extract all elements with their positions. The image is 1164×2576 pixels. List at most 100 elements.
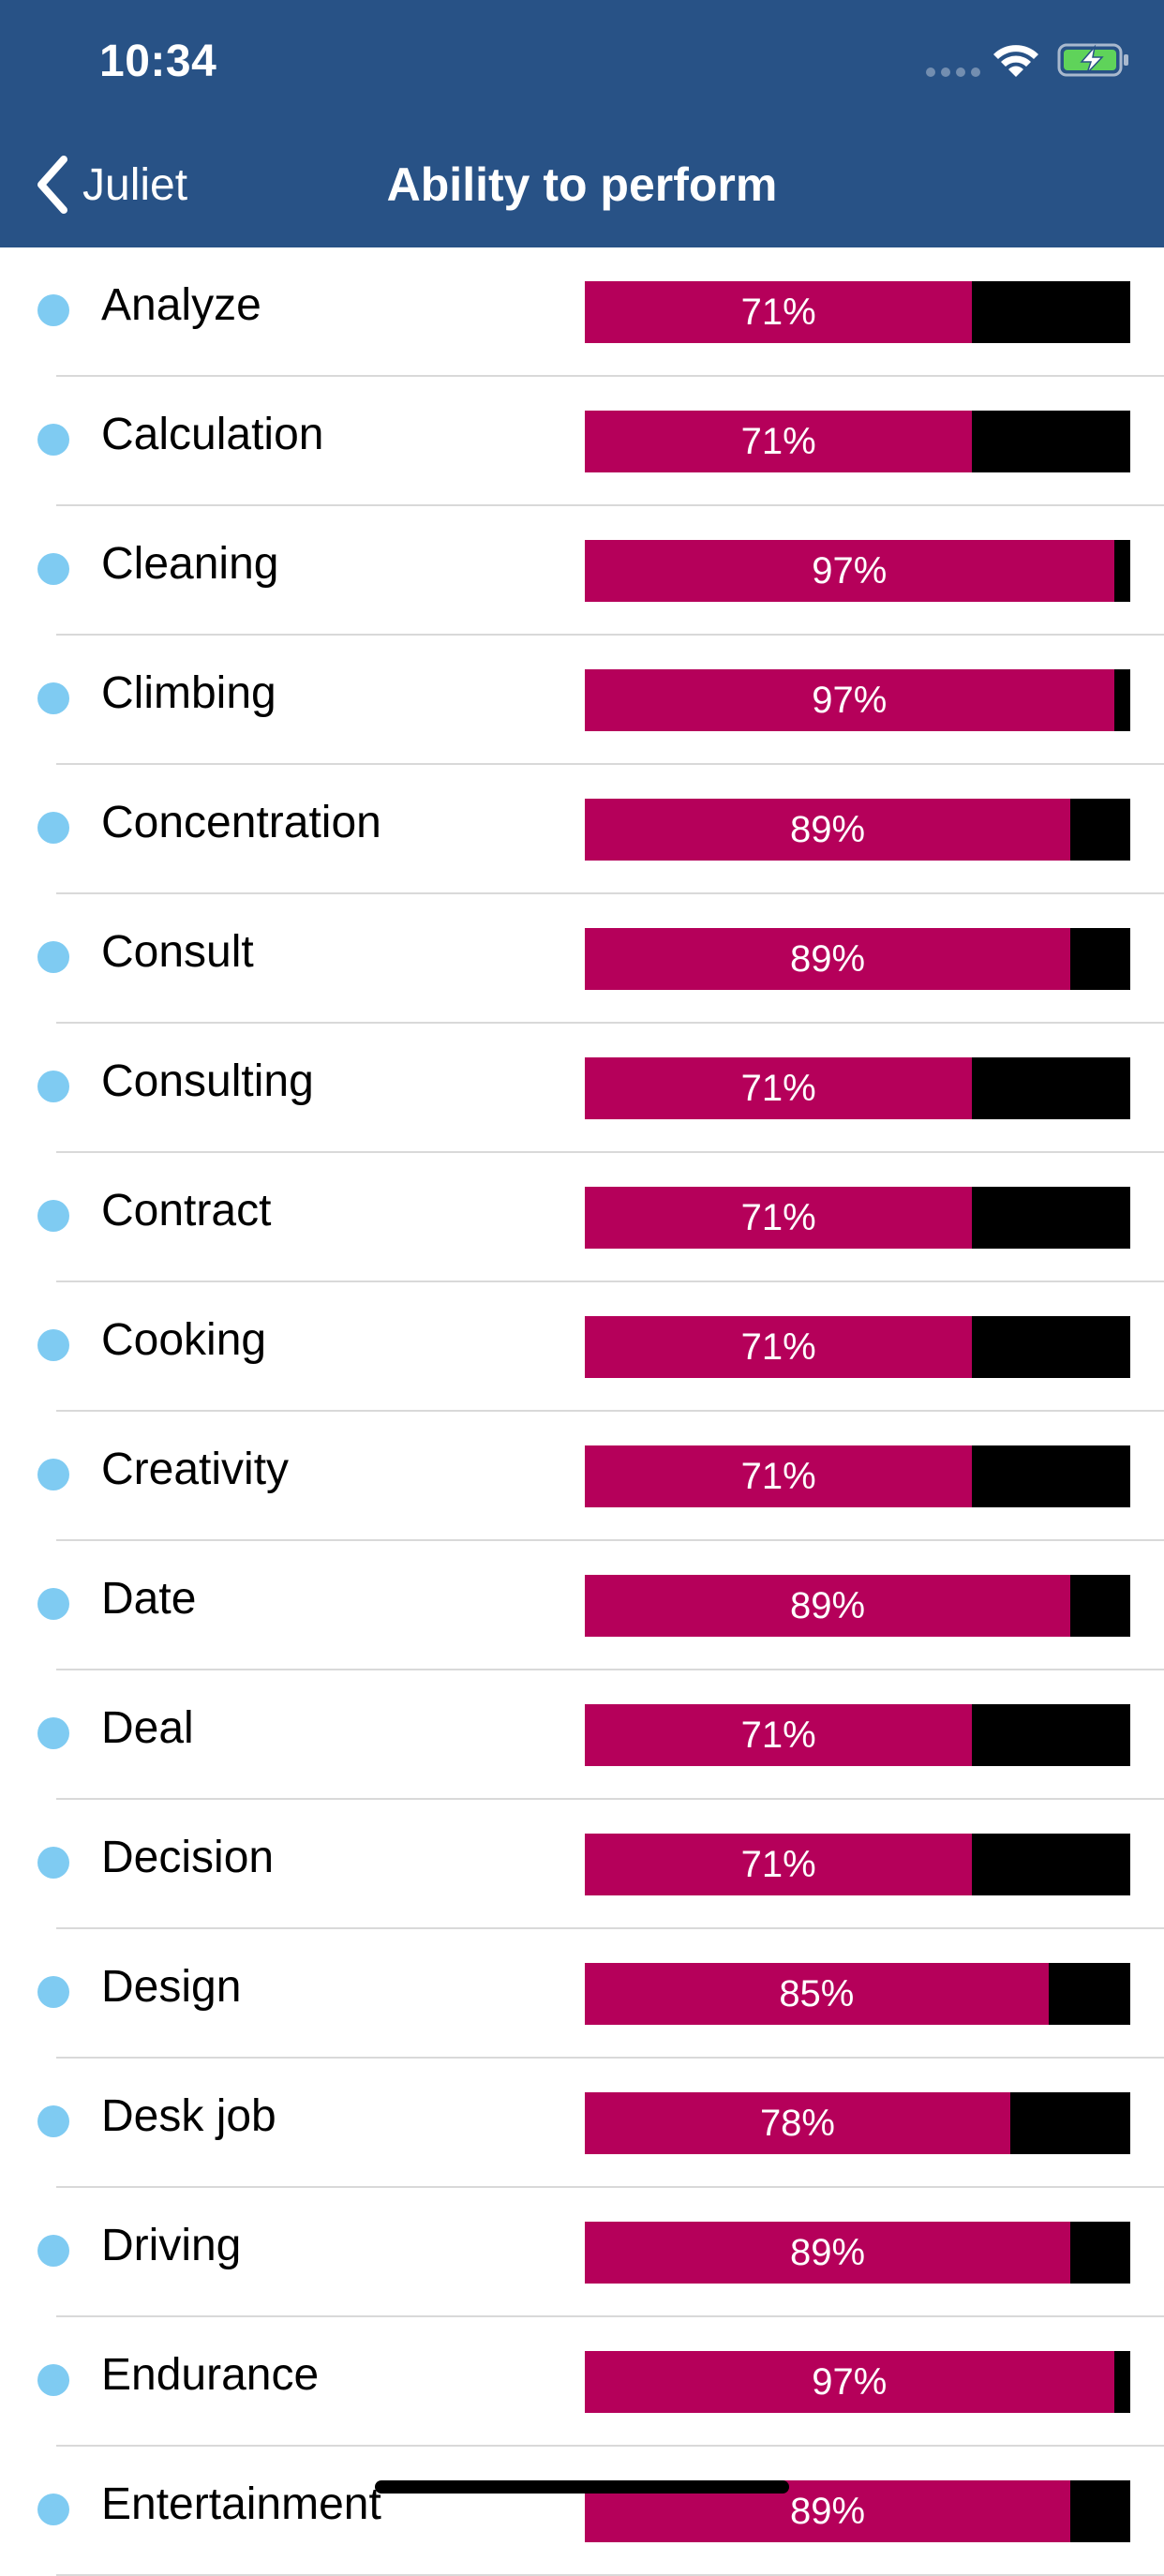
ability-percent-text: 97% [812, 680, 888, 721]
list-item[interactable]: Desk job 78% [0, 2059, 1164, 2188]
ability-progress-bar: 78% [585, 2092, 1130, 2154]
list-item[interactable]: Design 85% [0, 1929, 1164, 2059]
ability-label: Analyze [101, 280, 261, 330]
ability-progress-bar: 71% [585, 1445, 1130, 1507]
ability-label: Creativity [101, 1445, 290, 1494]
bullet-dot-icon [37, 553, 69, 585]
bullet-dot-icon [37, 2364, 69, 2396]
bullet-dot-icon [37, 294, 69, 326]
chevron-left-icon [37, 156, 67, 214]
list-item[interactable]: Deal 71% [0, 1670, 1164, 1800]
ability-percent-text: 85% [779, 1973, 855, 2014]
list-item[interactable]: Date 89% [0, 1541, 1164, 1670]
ability-progress-bar: 89% [585, 799, 1130, 861]
ability-label: Desk job [101, 2091, 276, 2141]
ability-label: Endurance [101, 2350, 320, 2400]
bullet-dot-icon [37, 1588, 69, 1620]
bullet-dot-icon [37, 1847, 69, 1879]
list-item[interactable]: Consult 89% [0, 894, 1164, 1024]
ability-label: Deal [101, 1703, 194, 1753]
ability-list: Analyze 71% Calculation 71% Cleaning 97% Climb… [0, 247, 1164, 2576]
ability-percent-text: 78% [759, 2103, 835, 2144]
bullet-dot-icon [37, 812, 69, 844]
ability-label: Design [101, 1962, 242, 2012]
bullet-dot-icon [37, 1717, 69, 1749]
ability-progress-fill [585, 1187, 973, 1249]
bullet-dot-icon [37, 2494, 69, 2525]
ability-label: Entertainment [101, 2479, 381, 2529]
ability-progress-bar: 97% [585, 540, 1130, 602]
ability-progress-fill [585, 2092, 1010, 2154]
ability-progress-fill [585, 1445, 973, 1507]
list-item[interactable]: Consulting 71% [0, 1024, 1164, 1153]
ability-progress-bar: 85% [585, 1963, 1130, 2025]
wifi-icon [993, 45, 1038, 77]
ability-progress-fill [585, 1704, 973, 1766]
ability-progress-bar: 97% [585, 2351, 1130, 2413]
ability-progress-fill [585, 2351, 1114, 2413]
list-item[interactable]: Concentration 89% [0, 765, 1164, 894]
ability-progress-bar: 71% [585, 1316, 1130, 1378]
ability-progress-fill [585, 2222, 1070, 2284]
ability-label: Cooking [101, 1315, 267, 1365]
back-button[interactable]: Juliet [34, 152, 187, 217]
ability-percent-text: 71% [740, 1456, 816, 1497]
ability-progress-bar: 71% [585, 1834, 1130, 1895]
bullet-dot-icon [37, 424, 69, 456]
ability-percent-text: 89% [789, 1585, 866, 1626]
ability-progress-bar: 89% [585, 928, 1130, 990]
battery-charging-icon [1057, 43, 1128, 77]
list-item[interactable]: Driving 89% [0, 2188, 1164, 2317]
ability-percent-text: 89% [789, 938, 866, 980]
list-item[interactable]: Cooking 71% [0, 1282, 1164, 1412]
ability-progress-fill [585, 928, 1070, 990]
list-item[interactable]: Analyze 71% [0, 247, 1164, 377]
bullet-dot-icon [37, 2105, 69, 2137]
ability-label: Decision [101, 1833, 275, 1882]
ability-percent-text: 71% [740, 1715, 816, 1756]
ability-percent-text: 71% [740, 1326, 816, 1368]
list-item[interactable]: Contract 71% [0, 1153, 1164, 1282]
ability-progress-bar: 89% [585, 1575, 1130, 1637]
ability-progress-bar: 97% [585, 669, 1130, 731]
ability-label: Concentration [101, 798, 381, 847]
ability-progress-fill [585, 1575, 1070, 1637]
list-item[interactable]: Climbing 97% [0, 636, 1164, 765]
home-indicator[interactable] [375, 2480, 789, 2494]
ability-progress-bar: 71% [585, 411, 1130, 472]
list-item[interactable]: Calculation 71% [0, 377, 1164, 506]
list-item[interactable]: Cleaning 97% [0, 506, 1164, 636]
status-time: 10:34 [99, 37, 217, 86]
ability-progress-fill [585, 281, 973, 343]
bullet-dot-icon [37, 1459, 69, 1490]
ability-percent-text: 71% [740, 1068, 816, 1109]
ability-progress-fill [585, 669, 1114, 731]
ability-label: Driving [101, 2221, 242, 2270]
back-button-label: Juliet [82, 159, 188, 210]
ability-progress-bar: 71% [585, 281, 1130, 343]
ability-percent-text: 71% [740, 421, 816, 462]
ability-progress-bar: 89% [585, 2222, 1130, 2284]
ability-percent-text: 71% [740, 292, 816, 333]
ability-label: Date [101, 1574, 197, 1624]
bullet-dot-icon [37, 1976, 69, 2008]
ability-percent-text: 97% [812, 2361, 888, 2403]
ability-percent-text: 89% [789, 809, 866, 850]
list-item[interactable]: Decision 71% [0, 1800, 1164, 1929]
ability-percent-text: 89% [789, 2232, 866, 2273]
list-item[interactable]: Entertainment 89% [0, 2447, 1164, 2576]
list-item[interactable]: Creativity 71% [0, 1412, 1164, 1541]
ability-percent-text: 97% [812, 550, 888, 592]
ability-progress-bar: 71% [585, 1704, 1130, 1766]
bullet-dot-icon [37, 682, 69, 714]
ability-progress-bar: 71% [585, 1057, 1130, 1119]
ability-progress-bar: 71% [585, 1187, 1130, 1249]
ability-progress-fill [585, 799, 1070, 861]
bullet-dot-icon [37, 1071, 69, 1102]
ability-percent-text: 71% [740, 1197, 816, 1238]
list-item[interactable]: Endurance 97% [0, 2317, 1164, 2447]
ability-progress-fill [585, 1057, 973, 1119]
ability-progress-fill [585, 1316, 973, 1378]
ability-progress-fill [585, 540, 1114, 602]
ability-progress-fill [585, 1963, 1049, 2025]
